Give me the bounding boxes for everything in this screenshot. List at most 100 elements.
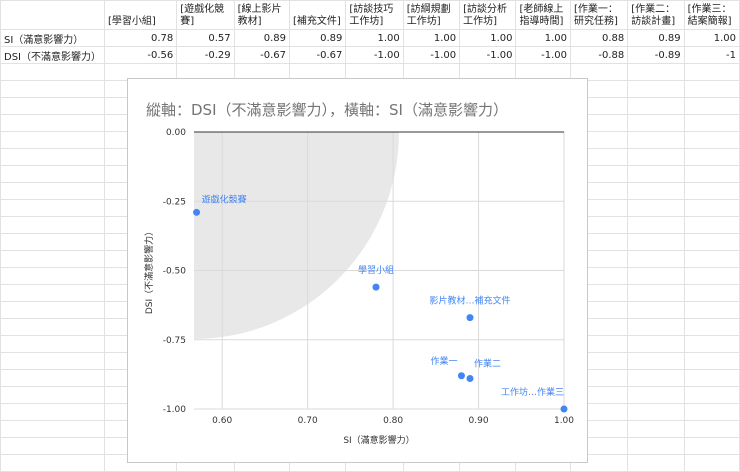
cell[interactable] [683, 267, 740, 285]
cell[interactable] [627, 386, 685, 404]
cell[interactable] [627, 199, 685, 217]
cell[interactable] [683, 352, 740, 370]
cell[interactable]: -1.00 [345, 46, 404, 64]
cell[interactable]: -1.00 [402, 46, 461, 64]
cell[interactable] [627, 318, 685, 336]
cell[interactable] [627, 369, 685, 387]
cell[interactable] [0, 114, 105, 132]
cell[interactable]: [補充文件] [289, 0, 347, 30]
cell[interactable] [627, 454, 685, 472]
cell[interactable] [627, 403, 685, 421]
cell[interactable]: -0.67 [289, 46, 347, 64]
cell[interactable]: 1.00 [345, 29, 404, 47]
cell[interactable] [0, 403, 105, 421]
cell[interactable] [0, 454, 105, 472]
cell[interactable] [683, 318, 740, 336]
cell[interactable] [627, 114, 685, 132]
cell[interactable] [627, 131, 685, 149]
cell[interactable] [0, 301, 105, 319]
cell[interactable] [627, 284, 685, 302]
cell[interactable] [627, 165, 685, 183]
cell[interactable]: 0.88 [569, 29, 629, 47]
cell[interactable] [0, 165, 105, 183]
cell[interactable] [683, 250, 740, 268]
cell[interactable]: [老師線上指導時間] [515, 0, 571, 30]
cell[interactable] [683, 182, 740, 200]
cell[interactable]: 0.89 [627, 29, 685, 47]
cell[interactable]: 0.57 [176, 29, 235, 47]
cell[interactable] [0, 420, 105, 438]
cell[interactable] [683, 437, 740, 455]
cell[interactable] [683, 454, 740, 472]
cell[interactable]: 0.89 [233, 29, 291, 47]
cell[interactable] [0, 80, 105, 98]
cell[interactable]: -1.00 [515, 46, 571, 64]
cell[interactable] [627, 182, 685, 200]
cell[interactable] [627, 335, 685, 353]
cell[interactable] [683, 80, 740, 98]
cell[interactable] [0, 284, 105, 302]
cell[interactable] [683, 420, 740, 438]
cell[interactable]: [作業一：研究任務] [569, 0, 629, 30]
cell[interactable] [627, 148, 685, 166]
cell[interactable] [0, 233, 105, 251]
cell[interactable] [627, 233, 685, 251]
cell[interactable] [683, 165, 740, 183]
cell[interactable] [0, 386, 105, 404]
cell[interactable] [0, 369, 105, 387]
cell[interactable] [0, 131, 105, 149]
cell[interactable]: 1.00 [683, 29, 740, 47]
cell[interactable] [627, 216, 685, 234]
cell[interactable] [627, 352, 685, 370]
cell[interactable] [627, 437, 685, 455]
cell[interactable]: -0.88 [569, 46, 629, 64]
cell[interactable] [683, 233, 740, 251]
cell[interactable] [0, 250, 105, 268]
cell[interactable] [0, 267, 105, 285]
cell[interactable] [0, 437, 105, 455]
cell[interactable]: [線上影片教材] [233, 0, 291, 30]
cell[interactable] [627, 250, 685, 268]
cell[interactable] [683, 301, 740, 319]
cell[interactable] [683, 63, 740, 81]
cell[interactable]: [訪談技巧工作坊] [345, 0, 404, 30]
cell[interactable]: -0.56 [103, 46, 178, 64]
cell[interactable] [683, 284, 740, 302]
cell[interactable]: 0.78 [103, 29, 178, 47]
cell[interactable] [627, 63, 685, 81]
cell[interactable] [0, 182, 105, 200]
cell[interactable] [683, 403, 740, 421]
cell[interactable] [683, 131, 740, 149]
cell[interactable]: [訪談分析工作坊] [459, 0, 517, 30]
cell[interactable]: -0.29 [176, 46, 235, 64]
cell[interactable]: [訪綱規劃工作坊] [402, 0, 461, 30]
cell[interactable]: [作業二：訪談計畫] [627, 0, 685, 30]
cell[interactable] [0, 216, 105, 234]
cell[interactable]: SI（滿意影響力） [0, 29, 105, 47]
cell[interactable] [0, 318, 105, 336]
cell[interactable] [683, 148, 740, 166]
cell[interactable]: [遊戲化競賽] [176, 0, 235, 30]
cell[interactable] [0, 97, 105, 115]
cell[interactable]: 0.89 [289, 29, 347, 47]
cell[interactable]: -1 [683, 46, 740, 64]
cell[interactable] [0, 148, 105, 166]
cell[interactable] [627, 80, 685, 98]
scatter-chart[interactable]: 縱軸：DSI（不滿意影響力），橫軸：SI（滿意影響力） 0.60 0.70 0.80… [127, 78, 588, 463]
cell[interactable] [627, 97, 685, 115]
cell[interactable] [683, 97, 740, 115]
cell[interactable]: -0.89 [627, 46, 685, 64]
cell[interactable]: 1.00 [515, 29, 571, 47]
cell[interactable] [627, 267, 685, 285]
cell[interactable] [683, 216, 740, 234]
cell[interactable]: [作業三：結案簡報] [683, 0, 740, 30]
cell[interactable] [627, 301, 685, 319]
cell[interactable] [683, 199, 740, 217]
cell[interactable] [0, 352, 105, 370]
cell[interactable]: DSI（不滿意影響力） [0, 46, 105, 64]
cell[interactable]: 1.00 [402, 29, 461, 47]
cell[interactable]: -1.00 [459, 46, 517, 64]
cell[interactable]: [學習小組] [103, 0, 178, 30]
cell[interactable] [0, 199, 105, 217]
cell[interactable]: 1.00 [459, 29, 517, 47]
